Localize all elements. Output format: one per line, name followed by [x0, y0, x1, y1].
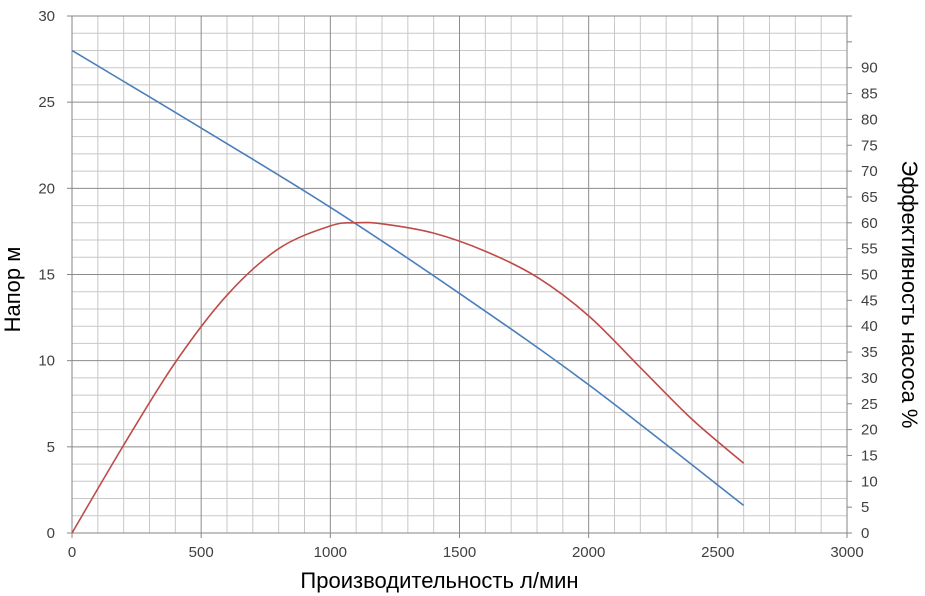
y2-tick-label: 45: [861, 292, 878, 309]
y2-tick-label: 70: [861, 163, 878, 180]
major-gridlines: [72, 16, 847, 533]
y2-tick-label: 5: [861, 499, 869, 516]
y-tick-label: 15: [38, 267, 55, 284]
x-tick-label: 1500: [443, 544, 476, 561]
head-curve: [71, 49, 745, 507]
y2-tick-label: 65: [861, 189, 878, 206]
y2-tick-label: 20: [861, 422, 878, 439]
y2-tick-label: 30: [861, 370, 878, 387]
y-tick-label: 25: [38, 94, 55, 111]
y-tick-label: 20: [38, 180, 55, 197]
efficiency-curve: [71, 221, 745, 534]
x-tick-label: 2500: [701, 544, 734, 561]
x-tick-label: 1000: [314, 544, 347, 561]
y-tick-label: 5: [47, 439, 55, 456]
y2-tick-label: 55: [861, 241, 878, 258]
x-tick-label: 0: [68, 544, 76, 561]
x-tick-label: 3000: [830, 544, 863, 561]
x-axis-ticks: 0 500 1000 1500 2000 2500 3000: [68, 533, 864, 561]
y2-tick-label: 0: [861, 525, 869, 542]
y2-axis-ticks: 0 5 10 15 20 25 30 35 40 45 50 55 60 65 70 75 80 85 90: [847, 15, 878, 542]
y2-tick-label: 75: [861, 137, 878, 154]
y-axis-title: Напор м: [0, 247, 25, 333]
y-tick-label: 0: [47, 525, 55, 542]
series-layer: [71, 49, 745, 534]
y2-tick-label: 10: [861, 473, 878, 490]
y2-tick-label: 35: [861, 344, 878, 361]
y2-tick-label: 85: [861, 86, 878, 103]
y2-tick-label: 90: [861, 60, 878, 77]
y-axis-ticks: 0 5 10 15 20 25 30: [38, 8, 72, 542]
y2-tick-label: 25: [861, 396, 878, 413]
y2-tick-label: 15: [861, 447, 878, 464]
x-tick-label: 500: [189, 544, 214, 561]
y-tick-label: 10: [38, 353, 55, 370]
y2-axis-title: Эффективность насоса %: [897, 161, 922, 429]
y2-tick-label: 40: [861, 318, 878, 335]
y2-tick-label: 50: [861, 267, 878, 284]
y-tick-label: 30: [38, 8, 55, 25]
x-tick-label: 2000: [572, 544, 605, 561]
x-axis-title: Производительность л/мин: [300, 568, 578, 593]
y2-tick-label: 60: [861, 215, 878, 232]
y2-tick-label: 80: [861, 111, 878, 128]
